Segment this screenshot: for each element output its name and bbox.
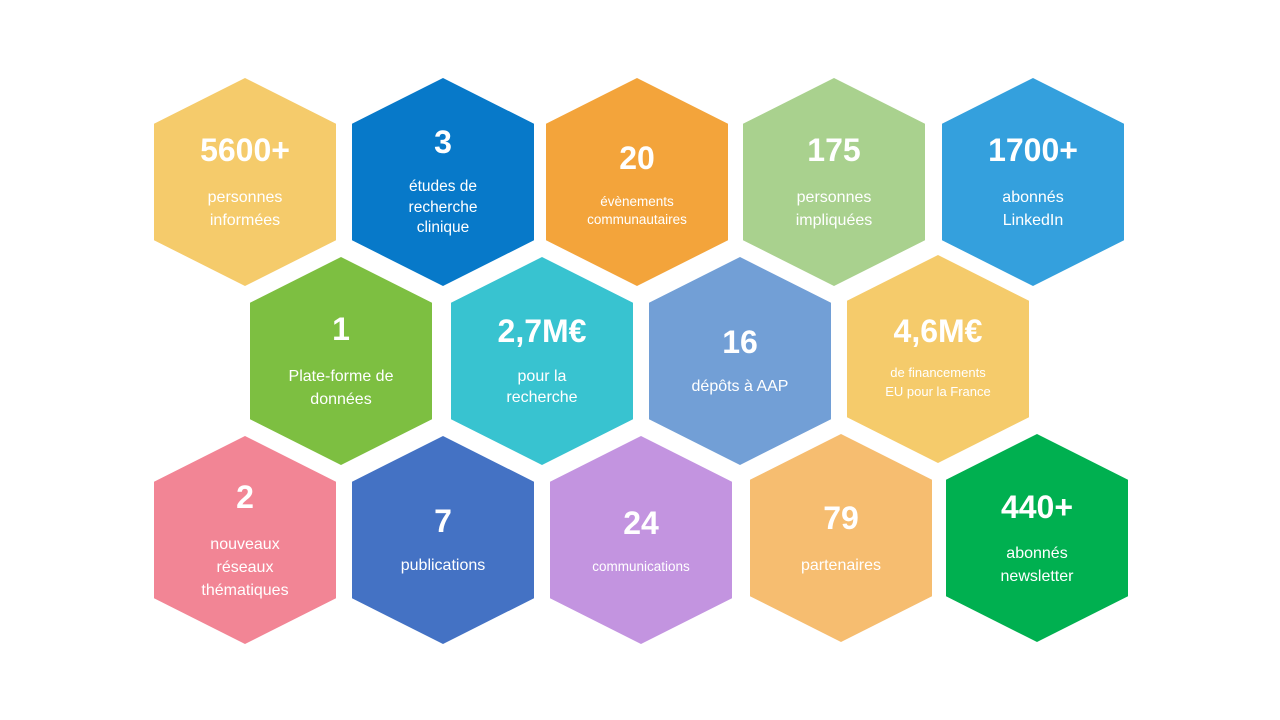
stat-label-line: communautaires (587, 212, 687, 227)
stat-label: abonnés newsletter (954, 542, 1120, 588)
stat-label-line: publications (400, 557, 486, 574)
stat-number: 440+ (1000, 489, 1074, 525)
stat-label-line: impliquées (795, 212, 873, 229)
stat-number: 1700+ (988, 132, 1078, 168)
stat-number: 20 (619, 140, 655, 176)
stat-label-line: abonnés (1002, 189, 1064, 206)
stat-tile-financements-eu: 4,6M€ de financements EU pour la France (847, 255, 1029, 463)
stat-number: 175 (807, 132, 861, 168)
stat-number: 1 (332, 311, 350, 347)
stat-label-line: LinkedIn (1002, 212, 1064, 229)
stat-label-line: pour la (517, 368, 567, 385)
stat-label-line: informées (209, 212, 281, 229)
stat-number: 24 (623, 505, 659, 541)
stat-label-line: nouveaux (210, 536, 280, 553)
stat-label-line: communications (592, 559, 690, 574)
stat-label-line: EU pour la France (885, 384, 991, 399)
stat-number: 5600+ (200, 132, 290, 168)
stat-number: 2 (236, 479, 254, 515)
stat-label-line: personnes (207, 189, 283, 206)
stat-label-line: newsletter (1000, 568, 1074, 585)
stat-label-line: dépôts à AAP (691, 378, 789, 395)
stat-number: 4,6M€ (893, 313, 983, 349)
stat-tile-communications: 24 communications (550, 436, 732, 644)
stat-label-line: études de (408, 178, 478, 195)
stat-tile-etudes-recherche: 3 études de recherche clinique (352, 78, 534, 286)
stat-label-line: recherche (506, 389, 578, 406)
stat-label: publications (360, 554, 526, 577)
stat-tile-evenements: 20 évènements communautaires (546, 78, 728, 286)
stat-tile-personnes-impliquees: 175 personnes impliquées (743, 78, 925, 286)
stat-label: évènements communautaires (550, 193, 724, 229)
stat-label: partenaires (758, 554, 924, 577)
stat-number: 79 (823, 500, 859, 536)
stat-label: personnes impliquées (751, 186, 917, 232)
stat-label: pour la recherche (459, 366, 625, 408)
stat-tile-partenaires: 79 partenaires (750, 434, 932, 642)
stat-label-line: de financements (890, 365, 986, 380)
stat-tile-depots-aap: 16 dépôts à AAP (649, 257, 831, 465)
stat-number: 3 (434, 124, 452, 160)
stat-tile-abonnes-newsletter: 440+ abonnés newsletter (946, 434, 1128, 642)
stat-label: communications (558, 558, 724, 576)
stat-tile-plateforme-donnees: 1 Plate-forme de données (250, 257, 432, 465)
stat-label-line: thématiques (201, 582, 289, 599)
stat-label: personnes informées (162, 186, 328, 232)
stat-number: 2,7M€ (497, 313, 587, 349)
stat-tile-publications: 7 publications (352, 436, 534, 644)
stat-tile-personnes-informees: 5600+ personnes informées (154, 78, 336, 286)
stat-label-line: recherche (408, 198, 478, 216)
stat-label-line: évènements (600, 194, 674, 209)
stat-label-line: abonnés (1006, 545, 1068, 562)
stat-tile-reseaux-thematiques: 2 nouveaux réseaux thématiques (154, 436, 336, 644)
stat-label: études de recherche clinique (360, 177, 526, 239)
stat-label: dépôts à AAP (657, 375, 823, 398)
stat-label: de financements EU pour la France (855, 363, 1021, 401)
stat-label: Plate-forme de données (258, 365, 424, 411)
stat-number: 16 (722, 324, 758, 360)
stat-number: 7 (434, 503, 452, 539)
stat-label-line: personnes (796, 189, 872, 206)
stat-tile-financement-recherche: 2,7M€ pour la recherche (451, 257, 633, 465)
stat-label: abonnés LinkedIn (950, 186, 1116, 232)
stat-label-line: partenaires (800, 557, 882, 574)
stat-label: nouveaux réseaux thématiques (162, 533, 328, 602)
stat-tile-abonnes-linkedin: 1700+ abonnés LinkedIn (942, 78, 1124, 286)
stat-label-line: réseaux (216, 559, 274, 576)
stat-label-line: Plate-forme de (288, 368, 394, 385)
stat-label-line: clinique (416, 219, 470, 236)
stat-label-line: données (310, 391, 372, 408)
